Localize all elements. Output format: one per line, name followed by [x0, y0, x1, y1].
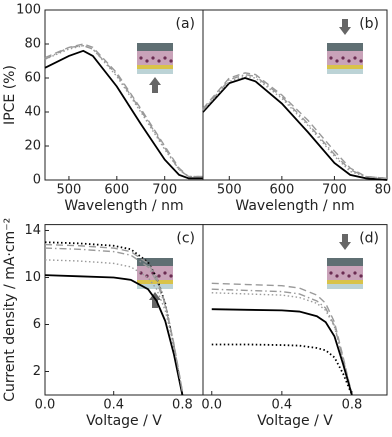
device-layer: [327, 284, 363, 289]
y-tick-label: 10: [24, 270, 41, 285]
device-icon: [137, 258, 173, 308]
x-axis-label: Wavelength / nm: [235, 198, 354, 214]
device-layer: [137, 284, 173, 289]
device-particle: [145, 59, 149, 63]
series-line: [202, 73, 388, 179]
x-tick-label: 0.4: [272, 398, 293, 413]
series-line: [44, 43, 203, 178]
plot-frame: [202, 224, 388, 396]
plot-frame: [44, 9, 204, 181]
device-layer: [327, 69, 363, 74]
y-tick-label: 0: [33, 173, 41, 188]
device-icon: [327, 234, 363, 289]
x-tick-label: 0.0: [35, 398, 56, 413]
x-tick-label: 700: [152, 183, 177, 198]
x-axis-label: Voltage / V: [257, 413, 333, 429]
device-particle: [157, 59, 161, 63]
series-line: [202, 75, 388, 179]
y-tick-label: 60: [24, 71, 41, 86]
series-line: [44, 49, 203, 180]
arrow-shaft: [152, 299, 158, 308]
device-particle: [329, 56, 333, 60]
x-tick-label: 700: [322, 183, 347, 198]
x-tick-label: 800: [375, 183, 392, 198]
device-particle: [163, 271, 167, 275]
arrow-head: [339, 27, 351, 35]
device-layer: [137, 69, 173, 74]
device-particle: [151, 56, 155, 60]
device-layer: [137, 258, 173, 266]
series-line: [44, 44, 203, 178]
device-particle: [347, 274, 351, 278]
device-icon: [137, 43, 173, 93]
x-tick-label: 500: [217, 183, 242, 198]
series-line: [211, 343, 353, 396]
device-layer: [327, 280, 363, 284]
device-particle: [341, 271, 345, 275]
device-particle: [359, 59, 363, 63]
panel-label: (b): [359, 16, 379, 32]
series-line: [44, 44, 203, 178]
series-line: [211, 288, 353, 396]
device-particle: [353, 271, 357, 275]
x-tick-label: 500: [57, 183, 82, 198]
arrow-head: [339, 242, 351, 250]
device-layer: [327, 43, 363, 51]
y-tick-label: 40: [24, 105, 41, 120]
device-layer: [327, 258, 363, 266]
device-particle: [359, 274, 363, 278]
device-particle: [341, 56, 345, 60]
device-layer: [137, 43, 173, 51]
device-particle: [169, 59, 173, 63]
arrow-shaft: [342, 234, 348, 243]
device-particle: [335, 274, 339, 278]
series-line: [44, 274, 184, 396]
plot-frame: [202, 9, 388, 181]
arrow-head: [149, 292, 161, 300]
arrow-shaft: [342, 19, 348, 28]
x-tick-label: 0.8: [342, 398, 363, 413]
x-axis-label: Voltage / V: [86, 413, 162, 429]
device-particle: [139, 56, 143, 60]
y-tick-label: 100: [16, 3, 41, 18]
y-tick-label: 14: [24, 223, 41, 238]
arrow-head: [149, 77, 161, 85]
y-axis-label: IPCE (%): [2, 65, 18, 125]
series-line: [44, 259, 184, 392]
x-tick-label: 0.4: [103, 398, 124, 413]
x-tick-label: 600: [269, 183, 294, 198]
device-particle: [353, 56, 357, 60]
device-layer: [327, 65, 363, 69]
device-particle: [157, 274, 161, 278]
x-axis-label: Wavelength / nm: [64, 198, 183, 214]
series-line: [202, 77, 388, 181]
x-tick-label: 0.8: [172, 398, 193, 413]
device-icon: [327, 19, 363, 74]
device-particle: [169, 274, 173, 278]
series-line: [44, 247, 184, 392]
panel-label: (a): [175, 16, 195, 32]
arrow-shaft: [152, 84, 158, 93]
series-line: [211, 282, 353, 396]
y-axis-label: Current density / mA·cm⁻²: [2, 218, 18, 402]
y-tick-label: 80: [24, 37, 41, 52]
device-particle: [163, 56, 167, 60]
x-tick-label: 0.0: [201, 398, 222, 413]
y-tick-label: 20: [24, 139, 41, 154]
series-line: [202, 72, 388, 179]
y-tick-label: 2: [33, 364, 41, 379]
series-line: [211, 308, 353, 396]
device-particle: [347, 59, 351, 63]
x-tick-label: 600: [104, 183, 129, 198]
y-tick-label: 6: [33, 317, 41, 332]
panel-label: (c): [176, 231, 195, 247]
device-layer: [137, 280, 173, 284]
device-particle: [329, 271, 333, 275]
device-layer: [137, 65, 173, 69]
panel-label: (d): [359, 231, 379, 247]
device-particle: [335, 59, 339, 63]
